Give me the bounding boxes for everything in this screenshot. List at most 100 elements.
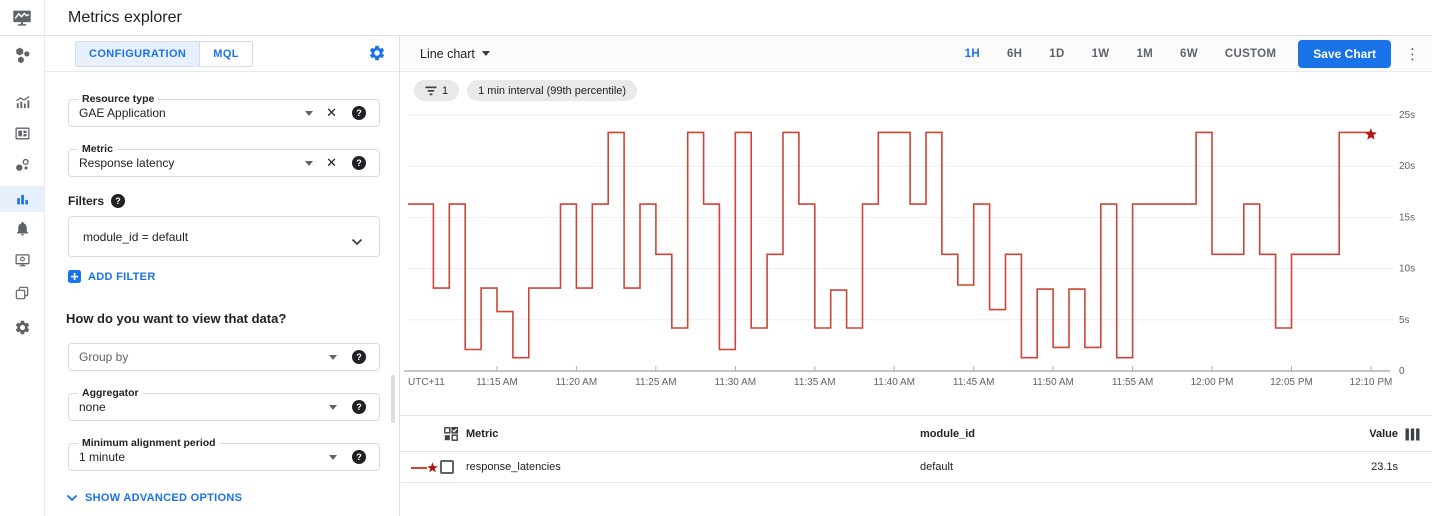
bubble-cluster-icon: [15, 158, 29, 171]
min-alignment-period-label: Minimum alignment period: [78, 437, 220, 449]
filter-expression: module_id = default: [83, 230, 189, 244]
series-name: response_latencies: [466, 461, 561, 473]
chevron-down-icon: [481, 51, 490, 56]
filter-count-chip[interactable]: 1: [414, 80, 460, 101]
svg-text:20s: 20s: [1399, 161, 1415, 172]
group-by-field[interactable]: Group by ?: [68, 343, 380, 371]
help-icon[interactable]: ?: [352, 400, 366, 414]
series-legend-mark: [411, 461, 439, 478]
svg-text:11:20 AM: 11:20 AM: [556, 377, 598, 388]
sidebar-item-settings[interactable]: [0, 314, 44, 340]
svg-text:11:30 AM: 11:30 AM: [715, 377, 757, 388]
help-icon[interactable]: ?: [352, 156, 366, 170]
time-range-1w[interactable]: 1W: [1091, 47, 1110, 60]
sidebar-item-uptime-checks[interactable]: [0, 247, 44, 273]
monitoring-chart-screen-icon: [13, 10, 31, 26]
legend-table: Metric module_id Value: [400, 415, 1432, 483]
filters-heading: Filters ?: [68, 194, 126, 208]
clear-icon[interactable]: ✕: [326, 155, 337, 170]
add-filter-button[interactable]: ADD FILTER: [68, 270, 156, 283]
chevron-down-icon[interactable]: [305, 161, 313, 166]
copy-layers-icon: [15, 286, 29, 300]
chevron-down-icon[interactable]: [329, 455, 337, 460]
grid-check-icon[interactable]: [444, 427, 458, 444]
chevron-down-icon[interactable]: [305, 111, 313, 116]
help-icon[interactable]: ?: [111, 194, 126, 208]
gear-icon: [15, 320, 29, 334]
metric-field[interactable]: Metric Response latency ✕ ?: [68, 143, 380, 177]
show-advanced-options-label: SHOW ADVANCED OPTIONS: [85, 492, 243, 504]
config-header: CONFIGURATION MQL: [45, 36, 399, 72]
bar-chart-icon: [16, 194, 28, 204]
series-checkbox[interactable]: [440, 460, 454, 474]
sidebar-item-metrics-explorer[interactable]: [0, 186, 44, 212]
chevron-down-icon[interactable]: [329, 405, 337, 410]
save-chart-button[interactable]: Save Chart: [1298, 39, 1391, 68]
filter-count-label: 1: [442, 84, 449, 97]
series-value: 23.1s: [1371, 461, 1398, 473]
min-alignment-period-field[interactable]: Minimum alignment period 1 minute ?: [68, 437, 380, 471]
svg-text:11:50 AM: 11:50 AM: [1032, 377, 1074, 388]
plus-icon: [68, 270, 81, 283]
sidebar-item-alerting[interactable]: [0, 215, 44, 241]
time-range-1h[interactable]: 1H: [964, 47, 980, 60]
legend-table-header: Metric module_id Value: [400, 415, 1432, 452]
gear-icon: [369, 45, 385, 61]
tab-mql[interactable]: MQL: [199, 42, 252, 66]
time-range-custom[interactable]: CUSTOM: [1224, 47, 1277, 60]
chevron-down-icon[interactable]: [329, 355, 337, 360]
time-range-6h[interactable]: 6H: [1006, 47, 1023, 60]
star-icon: [1364, 128, 1377, 140]
svg-text:11:35 AM: 11:35 AM: [794, 377, 836, 388]
interval-chip[interactable]: 1 min interval (99th percentile): [467, 80, 638, 101]
chip-row: 1 1 min interval (99th percentile): [414, 80, 638, 101]
tab-configuration[interactable]: CONFIGURATION: [76, 42, 200, 66]
chart-type-dropdown[interactable]: Line chart: [420, 47, 490, 61]
svg-text:11:15 AM: 11:15 AM: [476, 377, 518, 388]
chart-settings-gear-button[interactable]: [368, 44, 386, 67]
svg-text:12:10 PM: 12:10 PM: [1350, 377, 1393, 388]
table-row[interactable]: response_latencies default 23.1s: [400, 452, 1432, 483]
sidebar-item-dashboards[interactable]: [0, 120, 44, 146]
columns-display-icon[interactable]: [1405, 428, 1420, 444]
latency-line-chart[interactable]: 25s 20s 15s 10s 5s 0 11:15 AM 11:20 AM 11:25 AM 1…: [400, 100, 1432, 396]
column-header-module-id[interactable]: module_id: [920, 428, 976, 440]
resource-type-field[interactable]: Resource type GAE Application ✕ ?: [68, 93, 380, 127]
time-range-1d[interactable]: 1D: [1049, 47, 1065, 60]
help-icon[interactable]: ?: [352, 106, 366, 120]
svg-text:11:25 AM: 11:25 AM: [635, 377, 677, 388]
sidebar-item-monitoring-overview[interactable]: [0, 42, 44, 68]
sidebar-item-groups[interactable]: [0, 280, 44, 306]
more-options-kebab-icon[interactable]: ⋮: [1405, 44, 1420, 63]
svg-text:25s: 25s: [1399, 110, 1415, 121]
resource-type-label: Resource type: [78, 93, 159, 105]
help-icon[interactable]: ?: [352, 350, 366, 364]
time-range-6w[interactable]: 6W: [1180, 47, 1198, 60]
filter-icon: [425, 86, 437, 95]
svg-text:11:40 AM: 11:40 AM: [873, 377, 915, 388]
sidebar-item-metrics[interactable]: [0, 89, 44, 115]
column-header-value[interactable]: Value: [1369, 428, 1398, 440]
chart-toolbar: Line chart 1H 6H 1D 1W 1M 6W CUSTOM Save Chart…: [400, 36, 1432, 72]
interval-chip-label: 1 min interval (99th percentile): [478, 84, 627, 97]
time-range-1m[interactable]: 1M: [1136, 47, 1154, 60]
uptime-monitor-icon: [14, 253, 30, 266]
dashboard-grid-icon: [14, 127, 30, 139]
svg-text:12:00 PM: 12:00 PM: [1191, 377, 1234, 388]
column-header-metric[interactable]: Metric: [466, 428, 499, 440]
monitoring-logo[interactable]: [0, 0, 45, 36]
help-icon[interactable]: ?: [352, 450, 366, 464]
show-advanced-options-button[interactable]: SHOW ADVANCED OPTIONS: [66, 492, 242, 504]
aggregator-field[interactable]: Aggregator none ?: [68, 387, 380, 421]
chevron-down-icon: [351, 233, 363, 251]
sidebar-item-services[interactable]: [0, 152, 44, 178]
filter-chip-module-id[interactable]: module_id = default: [68, 216, 380, 257]
group-by-placeholder: Group by: [79, 350, 129, 364]
clear-icon[interactable]: ✕: [326, 105, 337, 120]
time-range-group: 1H 6H 1D 1W 1M 6W CUSTOM: [965, 48, 1277, 60]
filters-heading-text: Filters: [68, 194, 105, 208]
series-module-id: default: [920, 461, 954, 473]
panel-scrollbar[interactable]: [391, 375, 395, 423]
resource-type-value: GAE Application: [79, 106, 166, 120]
